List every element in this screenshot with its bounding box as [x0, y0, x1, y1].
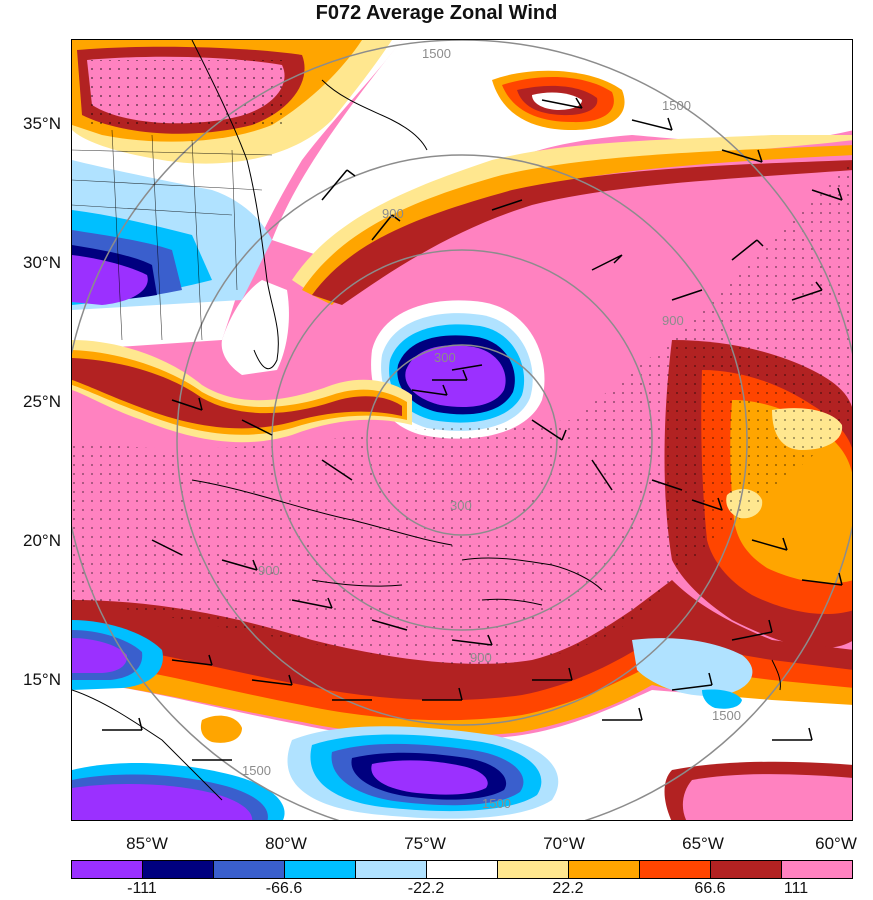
colorbar-label: 66.6: [694, 880, 726, 897]
colorbar-segment: [782, 861, 852, 878]
lon-label-65w: 65°W: [682, 834, 724, 853]
colorbar-segment: [356, 861, 427, 878]
lon-label-70w: 70°W: [543, 834, 585, 853]
contour-label: 900: [258, 563, 280, 578]
contour-label: 900: [662, 313, 684, 328]
colorbar-segment: [214, 861, 285, 878]
contour-label: 1500: [242, 763, 271, 778]
colorbar-segment: [711, 861, 782, 878]
contour-label: 1500: [662, 98, 691, 113]
map-title: F072 Average Zonal Wind: [315, 2, 558, 24]
colorbar-label: -111: [127, 880, 157, 897]
contour-label: 300: [434, 350, 456, 365]
contour-label: 300: [450, 498, 472, 513]
wind-barbs: [102, 97, 843, 761]
colorbar-label: 111: [783, 880, 809, 897]
colorbar-segment: [143, 861, 214, 878]
lon-label-85w: 85°W: [126, 834, 168, 853]
colorbar-segment: [498, 861, 569, 878]
lat-label-20n: 20°N: [23, 531, 61, 550]
lat-label-35n: 35°N: [23, 114, 61, 133]
coastlines: [72, 40, 781, 801]
colorbar: [71, 860, 853, 879]
colorbar-segment: [285, 861, 356, 878]
contour-label: 900: [382, 206, 404, 221]
map-panel: 1500 1500 900 900 300 300 900 900 1500 1…: [71, 39, 853, 821]
lon-label-60w: 60°W: [815, 834, 857, 853]
contour-label: 1500: [712, 708, 741, 723]
contour-label: 1500: [422, 46, 451, 61]
colorbar-label: -22.2: [407, 880, 445, 897]
lat-label-30n: 30°N: [23, 253, 61, 272]
colorbar-segment: [72, 861, 143, 878]
colorbar-segment: [427, 861, 498, 878]
colorbar-label: -66.6: [265, 880, 303, 897]
colorbar-segment: [640, 861, 711, 878]
contour-label: 1500: [482, 796, 511, 811]
lon-label-75w: 75°W: [404, 834, 446, 853]
lon-label-80w: 80°W: [265, 834, 307, 853]
lat-label-25n: 25°N: [23, 392, 61, 411]
zonal-wind-field: 1500 1500 900 900 300 300 900 900 1500 1…: [72, 40, 852, 820]
contour-label: 900: [470, 650, 492, 665]
lat-label-15n: 15°N: [23, 670, 61, 689]
colorbar-segment: [569, 861, 640, 878]
colorbar-label: 22.2: [552, 880, 584, 897]
